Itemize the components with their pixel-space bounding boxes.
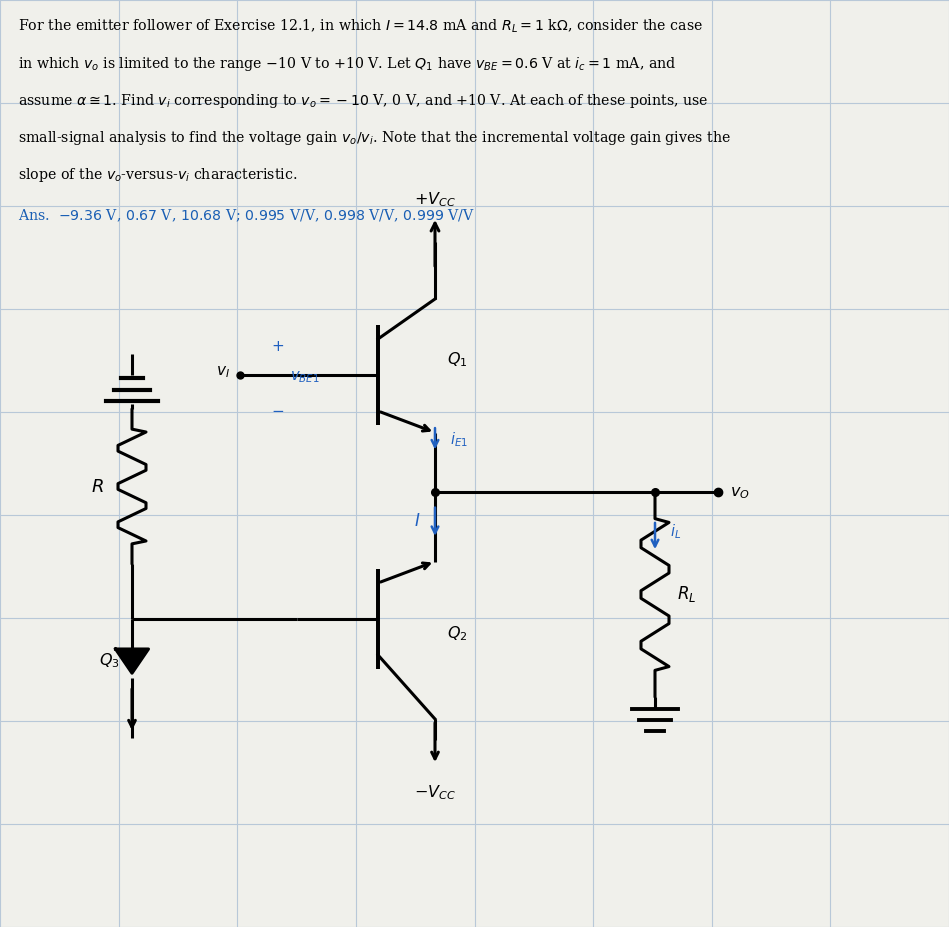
Polygon shape	[116, 649, 148, 673]
Text: $v_{BE1}$: $v_{BE1}$	[290, 369, 320, 385]
Text: $+V_{CC}$: $+V_{CC}$	[414, 190, 456, 209]
Text: $Q_1$: $Q_1$	[447, 350, 468, 369]
Text: $-$: $-$	[271, 403, 285, 417]
Text: $-V_{CC}$: $-V_{CC}$	[414, 783, 456, 802]
Text: assume $\alpha \cong 1$. Find $v_i$ corresponding to $v_o = -10$ V, 0 V, and $+$: assume $\alpha \cong 1$. Find $v_i$ corr…	[18, 92, 708, 110]
Text: $R$: $R$	[91, 477, 104, 496]
Text: $v_I$: $v_I$	[216, 364, 230, 380]
Text: Ans.  $-9.36$ V, $0.67$ V, $10.68$ V; $0.995$ V/V, $0.998$ V/V, $0.999$ V/V: Ans. $-9.36$ V, $0.67$ V, $10.68$ V; $0.…	[18, 208, 474, 224]
Text: For the emitter follower of Exercise 12.1, in which $I = 14.8$ mA and $R_L = 1$ : For the emitter follower of Exercise 12.…	[18, 18, 703, 35]
Text: $i_{E1}$: $i_{E1}$	[450, 430, 468, 449]
Text: $+$: $+$	[271, 340, 285, 354]
Text: small-signal analysis to find the voltage gain $v_o/v_i$. Note that the incremen: small-signal analysis to find the voltag…	[18, 129, 731, 147]
Text: $Q_2$: $Q_2$	[447, 625, 468, 643]
Text: slope of the $v_o$-versus-$v_i$ characteristic.: slope of the $v_o$-versus-$v_i$ characte…	[18, 166, 297, 184]
Text: $i_L$: $i_L$	[670, 523, 681, 541]
Text: $I$: $I$	[414, 514, 420, 530]
Text: $Q_3$: $Q_3$	[100, 652, 120, 670]
Text: in which $v_o$ is limited to the range $-$10 V to $+$10 V. Let $Q_1$ have $v_{BE: in which $v_o$ is limited to the range $…	[18, 55, 677, 73]
Text: $R_L$: $R_L$	[677, 585, 697, 604]
Text: $v_O$: $v_O$	[730, 484, 750, 501]
